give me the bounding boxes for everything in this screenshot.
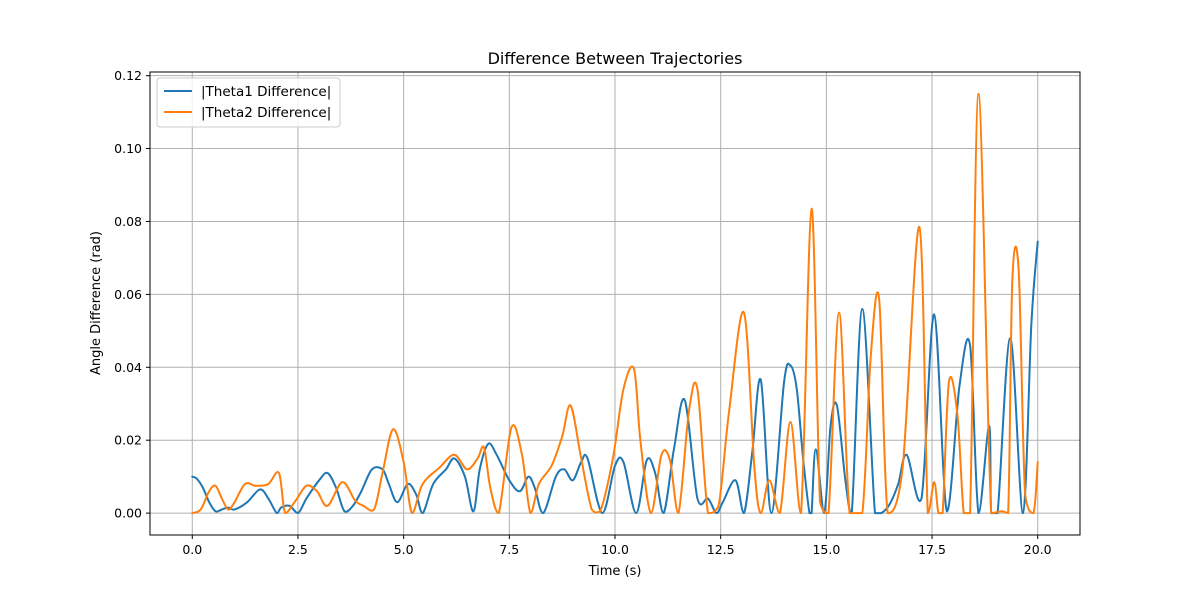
y-tick-label: 0.10 [114,141,142,156]
x-tick-label: 10.0 [601,542,629,557]
x-tick-label: 5.0 [394,542,414,557]
x-tick-label: 0.0 [182,542,202,557]
y-axis-label: Angle Difference (rad) [89,231,104,375]
x-tick-label: 15.0 [812,542,840,557]
legend: |Theta1 Difference| |Theta2 Difference| [156,77,341,128]
x-axis-ticks: 0.0 2.5 5.0 7.5 10.0 12.5 15.0 17.5 20.0 [182,535,1052,557]
y-tick-label: 0.04 [114,360,142,375]
x-tick-label: 2.5 [288,542,308,557]
y-tick-label: 0.02 [114,433,142,448]
series-lines [191,92,1039,515]
x-tick-label: 17.5 [918,542,946,557]
legend-label-theta2: |Theta2 Difference| [201,105,331,121]
chart-title: Difference Between Trajectories [488,49,743,68]
y-tick-label: 0.06 [114,287,142,302]
series-line-theta2 [191,92,1039,515]
y-tick-label: 0.08 [114,214,142,229]
x-tick-label: 20.0 [1024,542,1052,557]
legend-box [156,77,341,128]
x-axis-label: Time (s) [588,564,642,579]
x-tick-label: 7.5 [499,542,519,557]
y-tick-label: 0.00 [114,506,142,521]
y-axis-ticks: 0.00 0.02 0.04 0.06 0.08 0.10 0.12 [114,68,150,521]
y-tick-label: 0.12 [114,68,142,83]
x-tick-label: 12.5 [707,542,735,557]
series-line-theta1 [191,240,1039,515]
legend-label-theta1: |Theta1 Difference| [201,84,331,100]
